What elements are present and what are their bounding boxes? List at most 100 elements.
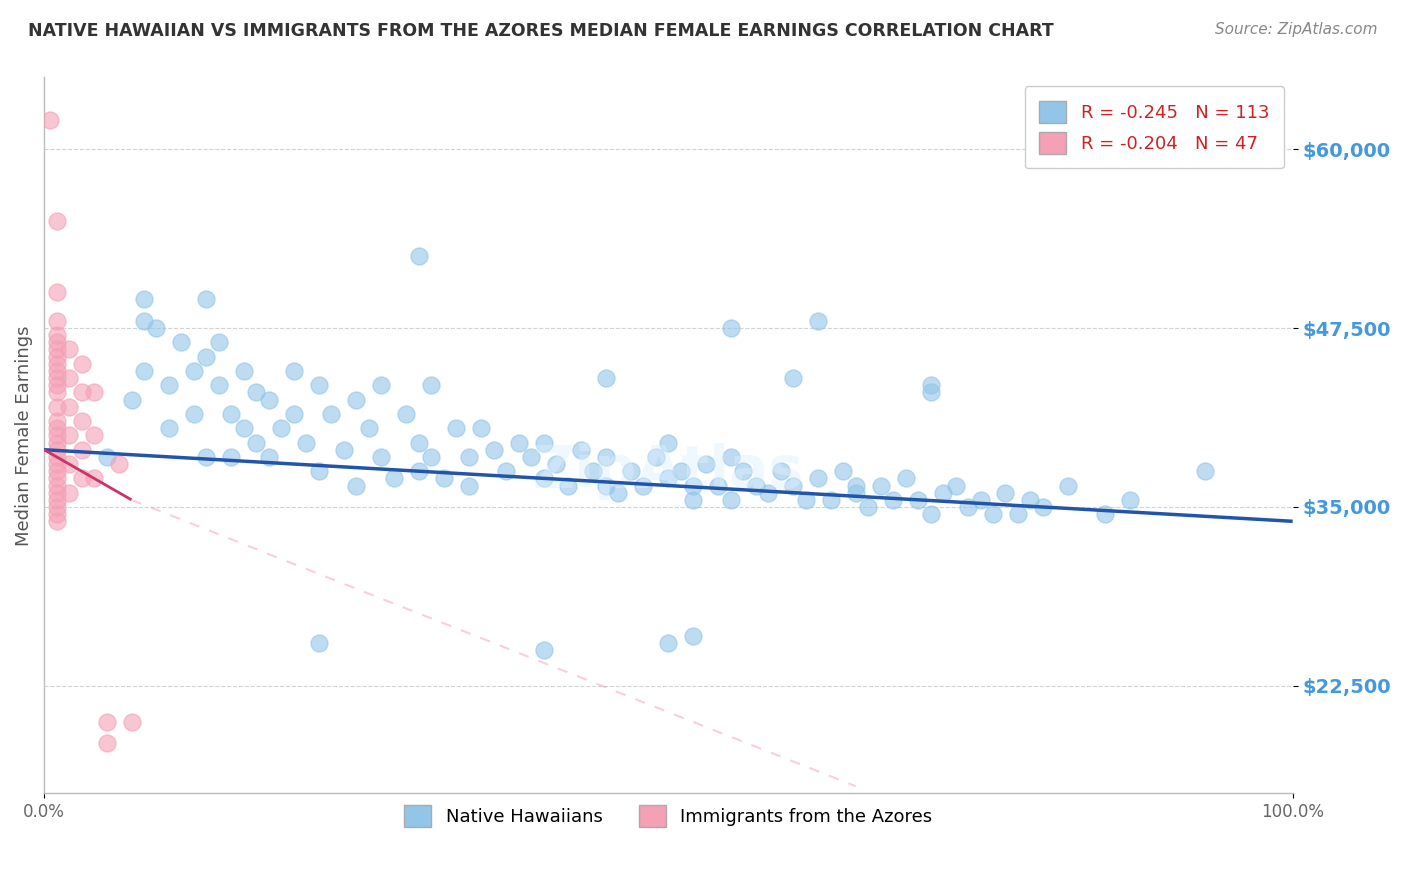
Point <box>308 464 330 478</box>
Point <box>920 385 942 400</box>
Point <box>782 371 804 385</box>
Point <box>332 442 354 457</box>
Point <box>682 478 704 492</box>
Point <box>720 321 742 335</box>
Point <box>945 478 967 492</box>
Point <box>633 478 655 492</box>
Point <box>45 285 67 300</box>
Point <box>39 113 62 128</box>
Point <box>321 407 343 421</box>
Point <box>720 450 742 464</box>
Point <box>208 335 231 350</box>
Point <box>695 457 717 471</box>
Point <box>745 478 768 492</box>
Point <box>83 428 105 442</box>
Point <box>96 450 118 464</box>
Point <box>408 435 430 450</box>
Point <box>70 471 93 485</box>
Point <box>882 492 904 507</box>
Point <box>408 464 430 478</box>
Point <box>444 421 467 435</box>
Point <box>45 500 67 514</box>
Point <box>832 464 855 478</box>
Point <box>807 314 830 328</box>
Point <box>607 485 630 500</box>
Point <box>45 471 67 485</box>
Point <box>45 378 67 392</box>
Point <box>957 500 980 514</box>
Point <box>720 492 742 507</box>
Point <box>45 328 67 343</box>
Point <box>769 464 792 478</box>
Point <box>45 385 67 400</box>
Text: NATIVE HAWAIIAN VS IMMIGRANTS FROM THE AZORES MEDIAN FEMALE EARNINGS CORRELATION: NATIVE HAWAIIAN VS IMMIGRANTS FROM THE A… <box>28 22 1054 40</box>
Point <box>208 378 231 392</box>
Point <box>845 485 868 500</box>
Point <box>83 385 105 400</box>
Point <box>45 421 67 435</box>
Point <box>920 378 942 392</box>
Point <box>1119 492 1142 507</box>
Point <box>557 478 579 492</box>
Point <box>782 478 804 492</box>
Point <box>283 407 305 421</box>
Legend: Native Hawaiians, Immigrants from the Azores: Native Hawaiians, Immigrants from the Az… <box>396 798 939 834</box>
Point <box>257 450 280 464</box>
Point <box>45 400 67 414</box>
Point <box>170 335 193 350</box>
Point <box>994 485 1017 500</box>
Point <box>1057 478 1080 492</box>
Point <box>807 471 830 485</box>
Point <box>495 464 517 478</box>
Point <box>108 457 131 471</box>
Point <box>820 492 842 507</box>
Point <box>96 736 118 750</box>
Point <box>245 385 267 400</box>
Point <box>157 421 180 435</box>
Point <box>644 450 666 464</box>
Text: Source: ZipAtlas.com: Source: ZipAtlas.com <box>1215 22 1378 37</box>
Point <box>221 407 243 421</box>
Point <box>869 478 891 492</box>
Point <box>58 457 80 471</box>
Point <box>45 464 67 478</box>
Point <box>96 714 118 729</box>
Point <box>1019 492 1042 507</box>
Point <box>132 364 155 378</box>
Point <box>58 485 80 500</box>
Point <box>45 371 67 385</box>
Point <box>70 414 93 428</box>
Point <box>482 442 505 457</box>
Point <box>420 378 443 392</box>
Point <box>45 514 67 528</box>
Point <box>45 213 67 227</box>
Point <box>595 371 617 385</box>
Point <box>45 314 67 328</box>
Point <box>45 343 67 357</box>
Point <box>595 478 617 492</box>
Point <box>70 357 93 371</box>
Point <box>45 507 67 521</box>
Point <box>245 435 267 450</box>
Point <box>682 492 704 507</box>
Point <box>981 507 1004 521</box>
Point <box>270 421 292 435</box>
Point <box>533 435 555 450</box>
Point <box>45 450 67 464</box>
Point <box>45 335 67 350</box>
Point <box>344 392 367 407</box>
Point <box>157 378 180 392</box>
Point <box>370 378 392 392</box>
Point <box>308 378 330 392</box>
Point <box>283 364 305 378</box>
Point <box>682 629 704 643</box>
Point <box>121 714 143 729</box>
Point <box>408 249 430 263</box>
Point <box>794 492 817 507</box>
Point <box>582 464 605 478</box>
Point <box>357 421 380 435</box>
Point <box>232 421 254 435</box>
Point <box>669 464 692 478</box>
Point <box>457 450 479 464</box>
Point <box>58 343 80 357</box>
